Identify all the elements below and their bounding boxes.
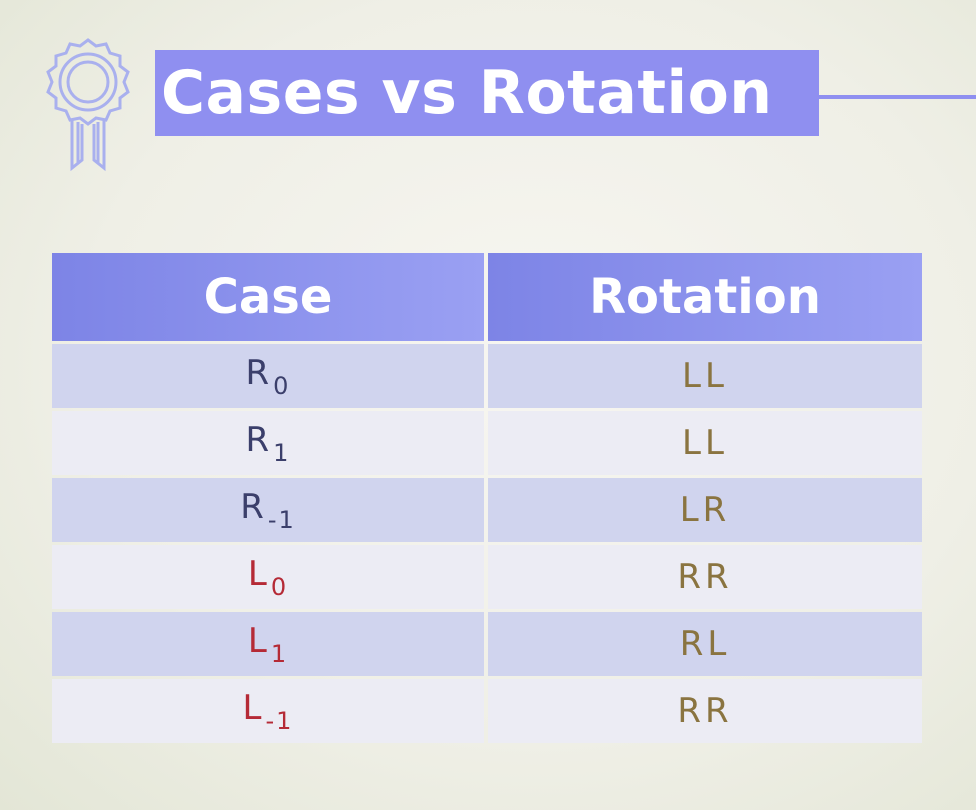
table-row: R-1 LR — [52, 478, 922, 542]
case-cell: L1 — [52, 612, 484, 676]
rotation-cell: LR — [488, 478, 922, 542]
case-value: R-1 — [240, 486, 296, 534]
rotation-cell: RL — [488, 612, 922, 676]
table-row: L0 RR — [52, 545, 922, 609]
title-rule — [819, 95, 976, 99]
case-cell: R-1 — [52, 478, 484, 542]
table-row: R1 LL — [52, 411, 922, 475]
case-cell: L-1 — [52, 679, 484, 743]
award-badge-icon — [46, 38, 130, 172]
case-value: R0 — [245, 352, 291, 400]
table-row: L-1 RR — [52, 679, 922, 743]
rotation-value: RL — [679, 624, 731, 664]
case-cell: R0 — [52, 344, 484, 408]
case-cell: R1 — [52, 411, 484, 475]
case-value: L1 — [247, 620, 289, 668]
rotation-value: LL — [682, 356, 728, 396]
case-value: R1 — [245, 419, 291, 467]
case-value: L-1 — [242, 687, 294, 735]
case-value: L0 — [247, 553, 289, 601]
header-rotation: Rotation — [488, 253, 922, 341]
case-cell: L0 — [52, 545, 484, 609]
rotation-cell: RR — [488, 545, 922, 609]
title-banner: Cases vs Rotation — [155, 50, 819, 136]
rotation-value: LL — [682, 423, 728, 463]
table-header: Case Rotation — [52, 253, 922, 341]
rotation-cell: RR — [488, 679, 922, 743]
rotation-value: RR — [677, 557, 733, 597]
table-row: R0 LL — [52, 344, 922, 408]
rotation-cell: LL — [488, 344, 922, 408]
page-title: Cases vs Rotation — [161, 58, 773, 128]
cases-rotation-table: Case Rotation R0 LL R1 LL R-1 LR L0 RR — [52, 253, 922, 743]
rotation-cell: LL — [488, 411, 922, 475]
table-row: L1 RL — [52, 612, 922, 676]
rotation-value: LR — [679, 490, 731, 530]
header-case: Case — [52, 253, 484, 341]
rotation-value: RR — [677, 691, 733, 731]
